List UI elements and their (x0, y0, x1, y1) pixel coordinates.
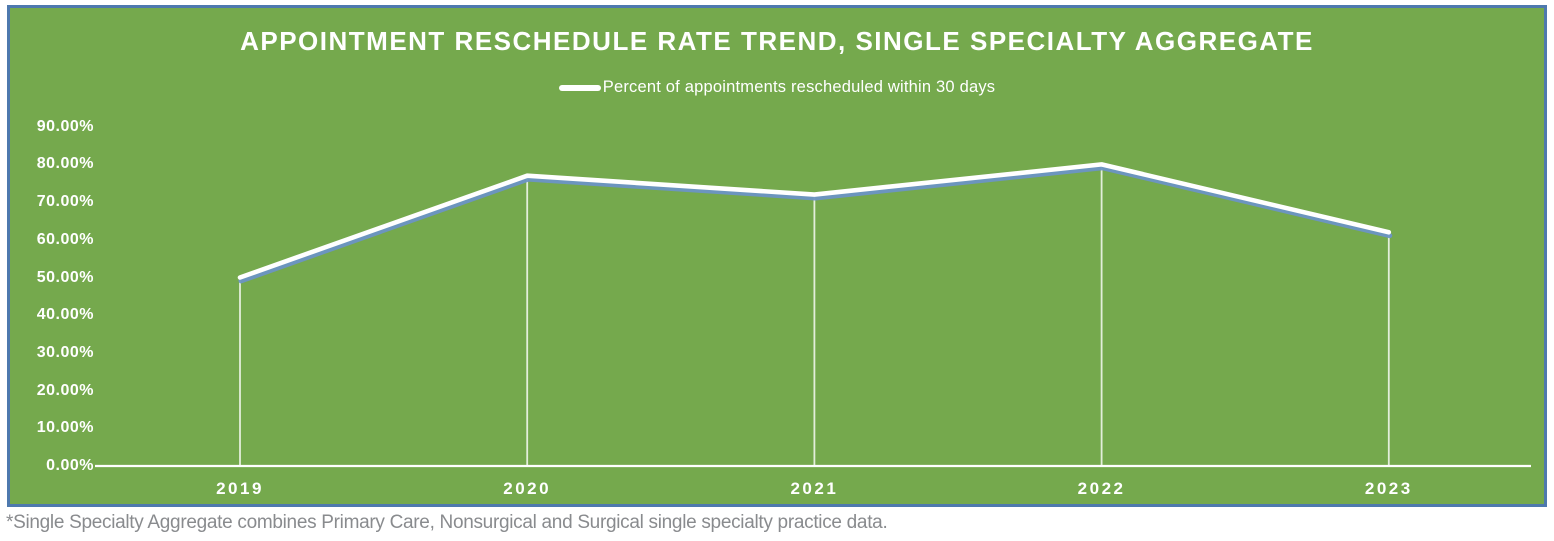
footnote: *Single Specialty Aggregate combines Pri… (6, 512, 888, 533)
legend-label: Percent of appointments rescheduled with… (602, 78, 996, 96)
chart-title: APPOINTMENT RESCHEDULE RATE TREND, SINGL… (240, 26, 1314, 56)
line-chart-svg (95, 162, 1531, 468)
chart-panel: APPOINTMENT RESCHEDULE RATE TREND, SINGL… (7, 5, 1547, 507)
legend-line-swatch (558, 84, 601, 91)
legend: Percent of appointments rescheduled with… (10, 78, 1544, 97)
